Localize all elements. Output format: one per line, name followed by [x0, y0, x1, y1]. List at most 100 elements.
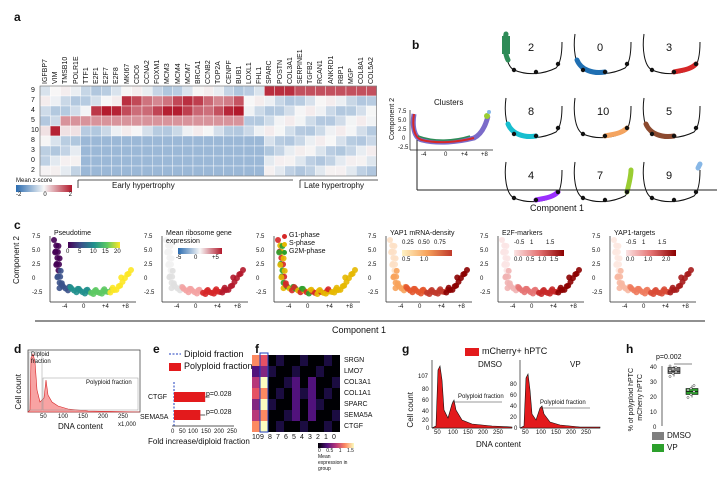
- heatmap-cell: [345, 165, 357, 177]
- heatmap-cell: [316, 388, 324, 399]
- b-xtick: +4: [461, 152, 468, 158]
- g-xtick: 200: [566, 430, 577, 436]
- c-ytick: 0: [368, 276, 372, 282]
- g-xtick: 150: [463, 430, 474, 436]
- cluster-label: 7: [276, 434, 280, 441]
- heatmap-cell: [243, 85, 255, 97]
- trajectory-title: Pseudotime: [54, 230, 91, 237]
- y-axis-label: Component 2: [12, 236, 21, 285]
- legend-tick: 2.0: [662, 257, 671, 263]
- heatmap-cell: [316, 410, 324, 421]
- legend-tick: 20: [114, 249, 121, 255]
- c-ytick: 7.5: [480, 234, 489, 240]
- cell-point: [502, 274, 509, 281]
- heatmap-cell: [284, 165, 296, 177]
- heatmap-cell: [141, 85, 153, 97]
- b-ytick: 0: [402, 136, 406, 142]
- c-ytick: 0: [144, 276, 148, 282]
- gene-label: FOXM1: [154, 59, 162, 84]
- heatmap-cell: [141, 155, 153, 167]
- cluster-subplot: [573, 97, 632, 139]
- heatmap-cell: [70, 145, 82, 157]
- data-point: [692, 384, 696, 387]
- branch-node: [693, 61, 699, 67]
- trajectory-title: YAP1 mRNA-density: [390, 230, 455, 237]
- heatmap-cell: [274, 105, 286, 117]
- heatmap-cell: [253, 155, 265, 167]
- c-xtick: +4: [438, 304, 445, 310]
- heatmap-cell: [356, 125, 367, 137]
- heatmap-cell: [325, 155, 337, 167]
- dmso-title: DMSO: [478, 360, 502, 369]
- c-xtick: +4: [550, 304, 557, 310]
- heatmap-cell: [213, 165, 224, 177]
- heatmap-cell: [335, 135, 347, 147]
- c-xtick: +4: [102, 304, 109, 310]
- gene-label: E2F7: [103, 67, 111, 84]
- panel-label-b: b: [412, 38, 420, 52]
- heatmap-cell: [253, 145, 265, 157]
- branch-node: [555, 125, 561, 131]
- heatmap-cell: [308, 377, 316, 388]
- heatmap-cell: [294, 95, 306, 107]
- heatmap-cell: [162, 155, 173, 167]
- cell-point: [275, 237, 281, 243]
- heatmap-cell: [305, 125, 316, 137]
- legend-tick: 0.50: [418, 240, 430, 246]
- legend-polyploid: Polyploid fraction: [184, 361, 253, 371]
- heatmap-cell: [121, 165, 132, 177]
- heatmap-cell: [305, 135, 316, 147]
- d-xtick: 100: [58, 414, 69, 420]
- heatmap-cell: [223, 155, 235, 167]
- heatmap-cell: [335, 105, 347, 117]
- heatmap-cell: [101, 135, 112, 147]
- heatmap-cell: [141, 145, 153, 157]
- branch-node: [555, 61, 561, 67]
- cluster-subplot-label: 9: [666, 170, 673, 182]
- c-xtick: -4: [174, 304, 180, 310]
- cluster-label: 8: [268, 434, 272, 441]
- g-xtick: 250: [581, 430, 592, 436]
- heatmap-cell: [90, 145, 102, 157]
- cluster-subplot-label: 3: [666, 42, 673, 54]
- g-ytick: 40: [510, 404, 517, 410]
- phase-dot: [282, 250, 287, 255]
- heatmap-cell: [268, 388, 276, 399]
- data-point: [689, 387, 693, 390]
- cell-point: [339, 283, 346, 290]
- cluster-label: 4: [300, 434, 304, 441]
- heatmap-cell: [192, 145, 204, 157]
- fold-bar: [174, 392, 206, 402]
- heatmap-cell: [243, 165, 255, 177]
- heatmap-cell: [172, 95, 184, 107]
- heatmap-cell: [151, 155, 163, 167]
- c-ytick: -2.5: [480, 290, 491, 296]
- heatmap-cell: [70, 165, 82, 177]
- b-outer-axes: [416, 140, 717, 191]
- heatmap-cell: [213, 105, 224, 117]
- heatmap-cell: [292, 355, 300, 366]
- c-xtick: +4: [326, 304, 333, 310]
- cell-point: [387, 237, 393, 243]
- c-ytick: 5.0: [32, 248, 41, 254]
- legend-tick: 10: [90, 249, 97, 255]
- heatmap-cell: [182, 155, 194, 167]
- heatmap-cell: [315, 85, 326, 97]
- heatmap-cell: [202, 105, 214, 117]
- heatmap-cell: [131, 95, 143, 107]
- cell-point: [572, 271, 579, 278]
- pvalue-sema5a: p=0.028: [206, 409, 232, 416]
- cell-point: [391, 242, 398, 249]
- heatmap-cell: [268, 410, 276, 421]
- heatmap-cell: [90, 95, 102, 107]
- heatmap-cell: [39, 115, 51, 127]
- heatmap-cell: [49, 135, 61, 147]
- heatmap-cell: [101, 145, 112, 157]
- heatmap-cell: [294, 125, 306, 137]
- heatmap-cell: [274, 135, 286, 147]
- heatmap-cell: [192, 105, 204, 117]
- heatmap-cell: [264, 105, 275, 117]
- score-colorbar: [514, 250, 564, 256]
- trajectory-title: Mean ribosome gene expression: [166, 230, 232, 245]
- c-xtick: 0: [194, 304, 198, 310]
